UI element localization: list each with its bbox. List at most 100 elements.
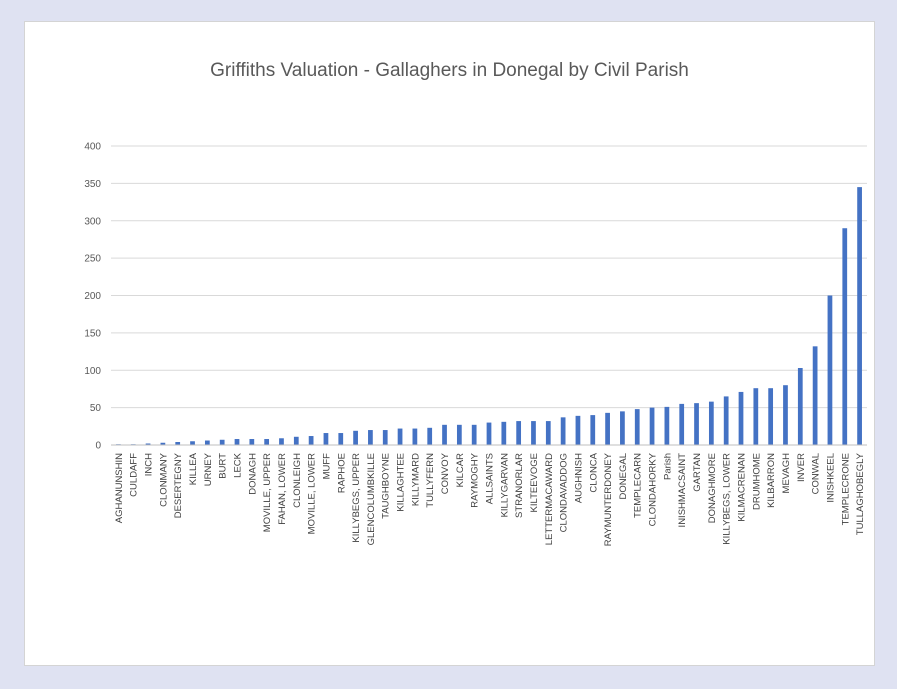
bar [708,401,714,445]
bar [694,403,699,445]
x-category-label: FAHAN, LOWER [277,453,288,525]
x-category-label: TEMPLECRONE [840,453,851,525]
x-category-label: DONEGAL [618,453,629,499]
x-category-label: KILCAR [455,453,466,487]
bar [753,388,759,445]
bar [649,407,655,445]
bar [501,421,507,445]
bar [590,415,596,445]
x-category-label: KILLYGARVAN [499,453,510,518]
bar [249,439,255,445]
x-category-label: CLONDAVADDOG [559,453,570,532]
chart-area: Griffiths Valuation - Gallaghers in Done… [24,21,875,666]
bar [175,442,181,445]
x-category-label: ALLSAINTS [485,453,496,504]
x-category-label: MOVILLE, UPPER [262,453,273,532]
x-category-label: CULDAFF [129,453,140,497]
x-category-label: BURT [218,453,229,479]
bars [116,187,862,446]
x-category-label: TAUGHBOYNE [381,453,392,519]
x-category-label: KILLYMARD [410,453,421,506]
x-category-label: INVER [796,453,807,482]
bar [264,439,270,445]
bar [620,411,625,445]
y-tick-label: 400 [84,142,101,153]
x-category-label: DONAGHMORE [707,453,718,523]
x-category-label: RAYMOGHY [470,452,481,507]
x-category-label: TULLAGHOBEGLY [855,452,866,535]
y-tick-label: 350 [84,179,101,190]
x-category-label: DONAGH [247,453,258,495]
bar [145,443,151,445]
y-tick-label: 50 [90,403,102,414]
x-category-label: KILTEEVOGE [529,453,540,512]
bar [368,430,373,445]
x-category-label: KILMACRENAN [737,453,748,522]
bar [664,406,670,445]
x-category-label: INISHKEEL [825,453,836,503]
y-tick-label: 300 [84,216,101,227]
x-category-label: GARTAN [692,453,703,492]
bar [827,295,833,445]
gridlines [111,145,867,409]
x-category-label: KILLYBEGS, UPPER [351,453,362,543]
x-category-label: INCH [144,453,155,476]
bar [442,424,447,445]
y-tick-label: 0 [95,441,101,452]
bar [605,412,610,445]
bar [397,428,403,445]
x-category-label: KILLYBEGS, LOWER [722,453,733,545]
x-category-label: STRANORLAR [514,453,525,518]
bar [783,385,788,445]
bar [797,368,803,445]
bar [323,433,329,445]
bar [412,428,418,445]
bar [204,440,210,445]
bar [190,441,195,445]
bar [456,424,462,445]
bar [234,439,240,445]
bar [545,421,551,445]
y-tick-label: 150 [84,328,101,339]
x-category-label: LECK [233,452,244,477]
x-axis-labels: AGHANUNSHIN CULDAFF INCH CLONMANY DESERTEGNY… [114,452,866,546]
x-category-label: CLONCA [588,452,599,492]
bar [531,421,536,445]
x-category-label: MEVAGH [781,453,792,494]
bar [857,187,862,446]
bar [738,391,744,445]
x-category-label: RAYMUNTERDONEY [603,452,614,546]
bar [723,396,729,445]
bar [486,422,492,445]
x-category-label: Parish [662,453,673,480]
x-category-label: GLENCOLUMBKILLE [366,453,377,545]
bar-chart: 0 50 100 150 200 250 300 350 400 AGHANUNSHIN CULD… [84,142,867,546]
bar [338,433,344,445]
bar [160,442,166,445]
bar [634,409,640,445]
x-category-label: CONVOY [440,452,451,494]
bar [308,436,314,445]
x-category-label: DESERTEGNY [173,452,184,518]
chart-title: Griffiths Valuation - Gallaghers in Done… [210,60,689,81]
x-category-label: TEMPLECARN [633,453,644,518]
bar [219,439,225,445]
x-category-label: MUFF [321,453,332,480]
x-category-label: LETTERMACAWARD [544,453,555,545]
bar [768,388,774,445]
x-category-label: CLONDAHORKY [648,452,659,526]
x-category-label: MOVILLE, LOWER [307,453,318,534]
x-category-label: TULLYFERN [425,453,436,508]
x-category-label: CLONLEIGH [292,453,303,508]
x-category-label: CONWAL [811,453,822,494]
bar [575,415,581,445]
x-category-label: CLONMANY [158,452,169,507]
bar [471,424,477,445]
x-category-label: KILBARRON [766,453,777,508]
bar [516,421,522,445]
x-category-label: KILLEA [188,452,199,485]
x-category-label: AUGHNISH [573,453,584,503]
bar [279,438,284,445]
x-category-label: RAPHOE [336,453,347,493]
bar [679,403,685,445]
